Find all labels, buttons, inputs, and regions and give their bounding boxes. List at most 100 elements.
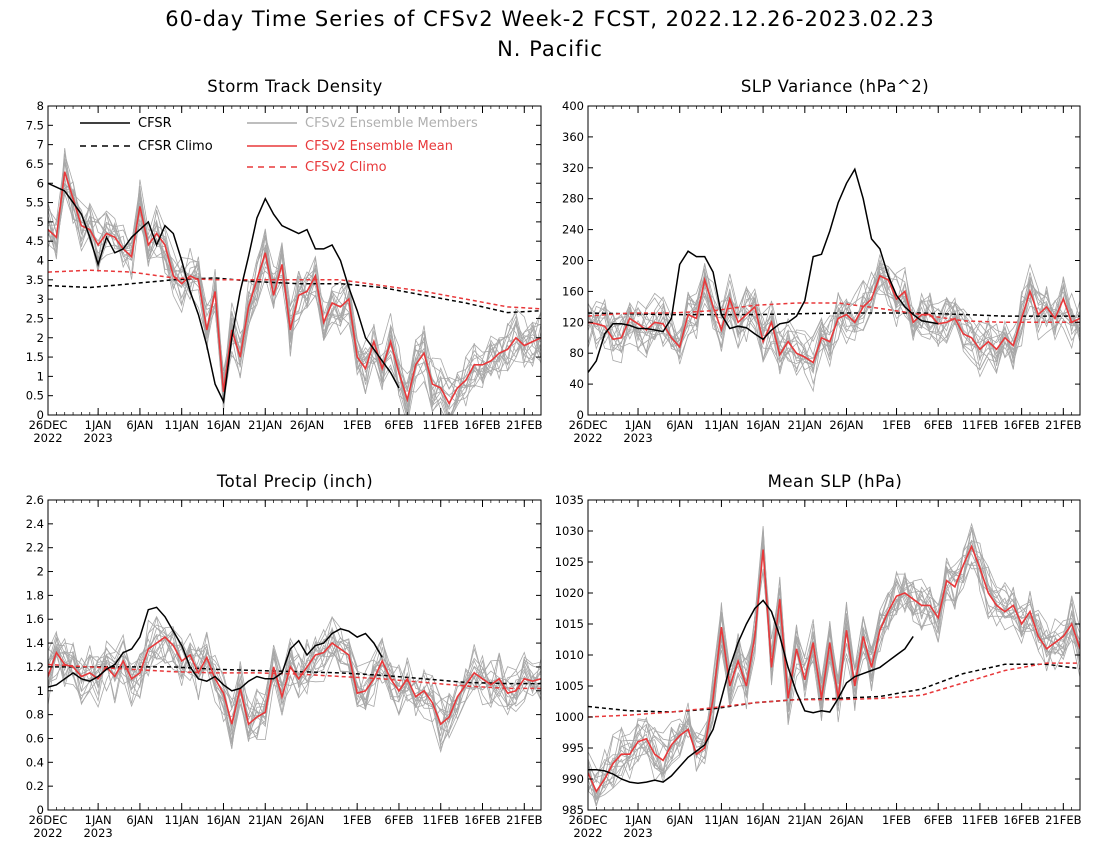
- y-tick-label: 5: [37, 215, 44, 229]
- y-tick-label: 120: [562, 315, 584, 329]
- figure-subtitle: N. Pacific: [497, 37, 603, 61]
- y-tick-label: 240: [562, 223, 584, 237]
- x-tick-label: 16JAN: [206, 813, 240, 827]
- y-tick-label: 1015: [555, 617, 584, 631]
- y-tick-label: 0.8: [26, 708, 44, 722]
- x-tick-label: 11JAN: [165, 813, 199, 827]
- x-tick-label: 21FEB: [506, 418, 543, 432]
- ensemble-mean-line: [48, 171, 541, 406]
- y-tick-label: 80: [569, 346, 584, 360]
- x-tick-label: 26DEC: [569, 418, 608, 432]
- y-tick-label: 1: [37, 369, 44, 383]
- x-tick-label: 11FEB: [962, 418, 999, 432]
- x-tick-label: 11FEB: [423, 418, 460, 432]
- x-tick-label: 6JAN: [126, 418, 153, 432]
- y-tick-label: 1.2: [26, 660, 44, 674]
- ensemble-member-line: [48, 626, 541, 741]
- y-tick-label: 5.5: [26, 196, 44, 210]
- ensemble-member-line: [588, 270, 1080, 364]
- x-tick-label: 6FEB: [924, 418, 953, 432]
- ensemble-member-line: [48, 171, 541, 415]
- y-tick-label: 2.4: [26, 517, 44, 531]
- y-tick-label: 1005: [555, 679, 584, 693]
- y-tick-label: 2: [37, 331, 44, 345]
- x-tick-label: 21FEB: [1045, 418, 1082, 432]
- y-tick-label: 4.5: [26, 234, 44, 248]
- x-tick-label: 1JAN: [85, 813, 112, 827]
- y-tick-label: 320: [562, 161, 584, 175]
- x-tick-label: 16JAN: [206, 418, 240, 432]
- y-tick-label: 360: [562, 130, 584, 144]
- panel-title: Mean SLP (hPa): [768, 472, 903, 491]
- y-tick-label: 0.6: [26, 731, 44, 745]
- legend: CFSR CFSR Climo CFSv2 Ensemble Members C…: [80, 116, 478, 175]
- x-tick-sublabel: 2022: [573, 431, 602, 445]
- x-tick-sublabel: 2023: [83, 826, 112, 840]
- x-tick-label: 26JAN: [829, 418, 863, 432]
- x-tick-label: 11FEB: [962, 813, 999, 827]
- cfsv2-climo-line: [588, 662, 1080, 718]
- ensemble-member-line: [48, 616, 541, 743]
- x-tick-label: 16FEB: [464, 813, 501, 827]
- y-tick-label: 6.5: [26, 157, 44, 171]
- x-tick-label: 1JAN: [625, 418, 652, 432]
- y-tick-label: 1.5: [26, 350, 44, 364]
- y-tick-label: 1000: [555, 710, 584, 724]
- plot-frame: [47, 499, 542, 811]
- x-tick-sublabel: 2023: [623, 826, 652, 840]
- x-tick-label: 1FEB: [882, 813, 911, 827]
- x-tick-sublabel: 2022: [33, 431, 62, 445]
- x-tick-label: 26DEC: [29, 813, 68, 827]
- x-tick-label: 26DEC: [569, 813, 608, 827]
- x-tick-label: 26JAN: [829, 813, 863, 827]
- panel-title: SLP Variance (hPa^2): [741, 77, 929, 96]
- x-tick-label: 1FEB: [343, 813, 372, 827]
- y-tick-label: 3: [37, 292, 44, 306]
- x-tick-label: 1JAN: [625, 813, 652, 827]
- y-tick-label: 1.4: [26, 636, 44, 650]
- legend-label-ens-mean: CFSv2 Ensemble Mean: [305, 139, 453, 154]
- y-tick-label: 1025: [555, 555, 584, 569]
- ensemble-member-line: [588, 540, 1080, 799]
- ensemble-member-line: [588, 272, 1080, 377]
- x-tick-label: 21JAN: [788, 813, 822, 827]
- x-tick-label: 6JAN: [126, 813, 153, 827]
- x-tick-sublabel: 2023: [623, 431, 652, 445]
- y-tick-label: 3.5: [26, 273, 44, 287]
- slp-variance-panel: SLP Variance (hPa^2) 0 40 80 120 160 200 240 28…: [562, 77, 1082, 445]
- x-tick-sublabel: 2022: [573, 826, 602, 840]
- y-tick-label: 1035: [555, 493, 584, 507]
- ensemble-member-line: [588, 263, 1080, 374]
- ensemble-member-line: [588, 273, 1080, 371]
- y-tick-label: 2.5: [26, 311, 44, 325]
- x-tick-label: 21JAN: [248, 813, 282, 827]
- y-tick-label: 995: [562, 741, 584, 755]
- x-tick-sublabel: 2023: [83, 431, 112, 445]
- x-tick-label: 16FEB: [464, 418, 501, 432]
- x-tick-label: 16FEB: [1003, 813, 1040, 827]
- y-tick-label: 6: [37, 176, 44, 190]
- ensemble-member-line: [48, 148, 541, 399]
- x-tick-label: 26DEC: [29, 418, 68, 432]
- x-tick-label: 11JAN: [704, 418, 738, 432]
- y-tick-label: 160: [562, 284, 584, 298]
- y-tick-label: 0: [577, 408, 584, 422]
- ensemble-mean-line: [48, 636, 541, 726]
- x-tick-label: 21FEB: [1045, 813, 1082, 827]
- cfsr-line: [48, 606, 383, 692]
- x-tick-label: 26JAN: [290, 418, 324, 432]
- y-tick-label: 990: [562, 772, 584, 786]
- x-tick-label: 6FEB: [384, 418, 413, 432]
- ensemble-member-line: [588, 543, 1080, 807]
- ensemble-member-line: [48, 628, 541, 754]
- ensemble-member-line: [48, 161, 541, 396]
- ensemble-members: [48, 148, 541, 415]
- ensemble-member-line: [48, 153, 541, 415]
- y-tick-label: 4: [37, 254, 44, 268]
- x-tick-label: 26JAN: [290, 813, 324, 827]
- x-tick-label: 16JAN: [746, 813, 780, 827]
- figure-title: 60-day Time Series of CFSv2 Week-2 FCST,…: [165, 7, 934, 31]
- y-tick-label: 1010: [555, 648, 584, 662]
- total-precip-panel: Total Precip (inch) 0 0.2 0.4 0.6 0.8 1 1.2 1.4…: [26, 472, 543, 840]
- x-tick-label: 16FEB: [1003, 418, 1040, 432]
